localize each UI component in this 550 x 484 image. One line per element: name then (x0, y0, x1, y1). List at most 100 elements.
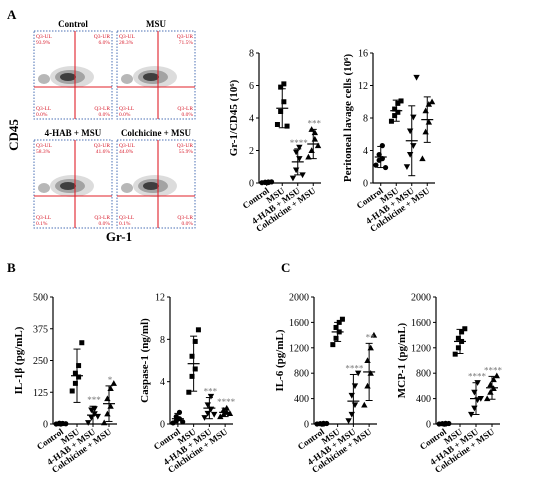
density-edge (121, 183, 133, 193)
data-point (292, 167, 300, 174)
y-tick-label: 4 (160, 377, 165, 388)
data-point (220, 407, 227, 413)
data-point (94, 413, 101, 420)
gate-lr-label: Q3-LR (177, 106, 193, 112)
group-1 (186, 327, 201, 395)
y-tick-label: 1600 (411, 318, 431, 329)
group-2: *** (85, 395, 101, 426)
data-point (101, 419, 108, 426)
data-point (110, 380, 117, 386)
data-point (392, 106, 398, 112)
y-tick-label: 6 (249, 81, 254, 92)
data-point (324, 420, 330, 427)
data-point (406, 152, 414, 158)
panel-label-c: C (281, 260, 290, 275)
significance-label: **** (290, 138, 309, 148)
group-2: **** (468, 372, 487, 418)
data-point (72, 370, 78, 376)
gate-ur-label: Q3-UR (94, 34, 111, 40)
y-tick-label: 250 (33, 356, 48, 367)
data-point (299, 172, 306, 179)
data-point (392, 113, 398, 119)
group-0 (314, 420, 330, 427)
data-point (308, 147, 315, 154)
data-point (305, 153, 312, 160)
gate-lr-label: Q3-LR (94, 215, 110, 221)
group-0 (259, 179, 275, 186)
gate-ll-value: 0.0% (36, 112, 48, 118)
data-point (364, 357, 371, 364)
y-tick-label: 0 (363, 179, 368, 190)
data-point (348, 411, 355, 418)
y-tick-label: 8 (249, 49, 254, 60)
y-axis-label: Gr-1/CD45 (10⁶) (228, 79, 240, 156)
data-point (490, 385, 497, 391)
data-point (69, 388, 75, 394)
data-point (207, 406, 215, 413)
y-tick-label: 2 (249, 146, 254, 157)
data-point (367, 370, 374, 376)
y-tick-label: 800 (294, 369, 309, 380)
data-point (339, 316, 345, 322)
data-point (361, 401, 368, 408)
gate-ul-value: 93.9% (36, 40, 51, 46)
data-point (308, 126, 315, 132)
data-point (425, 100, 433, 107)
group-3: **** (217, 397, 236, 420)
data-point (107, 403, 114, 409)
data-point (348, 392, 355, 399)
significance-label: **** (345, 363, 364, 373)
group-2: **** (289, 138, 309, 182)
group-1 (330, 316, 345, 348)
data-point (428, 98, 436, 105)
gate-ul-label: Q3-UL (36, 34, 53, 40)
y-axis-label: IL-1β (pg/mL) (13, 326, 25, 394)
group-3: *** (305, 118, 322, 160)
density-edge (38, 74, 50, 84)
y-tick-label: 8 (160, 335, 165, 346)
data-point (314, 142, 322, 149)
flow-plot: ControlQ3-UL93.9%Q3-UR6.0%Q3-LL0.0%Q3-LR… (33, 19, 113, 120)
data-point (388, 118, 394, 124)
y-axis-label: MCP-1 (pg/mL) (396, 322, 408, 398)
y-tick-label: 0 (426, 420, 431, 431)
data-point (76, 374, 82, 380)
y-tick-label: 400 (416, 394, 431, 405)
data-point (446, 420, 452, 427)
data-point (403, 164, 411, 170)
data-point (477, 396, 484, 402)
data-point (395, 100, 401, 106)
y-tick-label: 12 (358, 81, 368, 92)
data-point (189, 373, 195, 379)
data-point (217, 413, 224, 420)
data-point (220, 411, 227, 418)
data-point (274, 122, 280, 127)
data-point (195, 327, 201, 333)
data-point (336, 319, 342, 325)
flow-plot-title: Colchicine + MSU (121, 128, 192, 138)
y-tick-label: 16 (358, 49, 368, 60)
gate-ur-value: 41.6% (96, 149, 111, 155)
data-point (189, 353, 195, 359)
data-point (462, 326, 468, 332)
gate-lr-label: Q3-LR (177, 215, 193, 221)
gate-ur-label: Q3-UR (177, 143, 194, 149)
data-point (207, 393, 215, 400)
flow-x-label: Gr-1 (106, 229, 132, 244)
data-point (425, 118, 433, 125)
data-point (364, 382, 371, 389)
y-tick-label: 1200 (411, 343, 431, 354)
y-tick-label: 4 (363, 146, 368, 157)
density-cloud (121, 66, 177, 88)
y-tick-label: 12 (155, 293, 165, 304)
data-point (173, 413, 179, 420)
data-point (284, 123, 290, 129)
density-cloud (121, 175, 177, 197)
group-0 (170, 409, 186, 426)
y-tick-label: 0 (304, 420, 309, 431)
data-point (490, 376, 497, 383)
gate-ul-value: 28.3% (119, 40, 134, 46)
group-1 (388, 98, 404, 124)
